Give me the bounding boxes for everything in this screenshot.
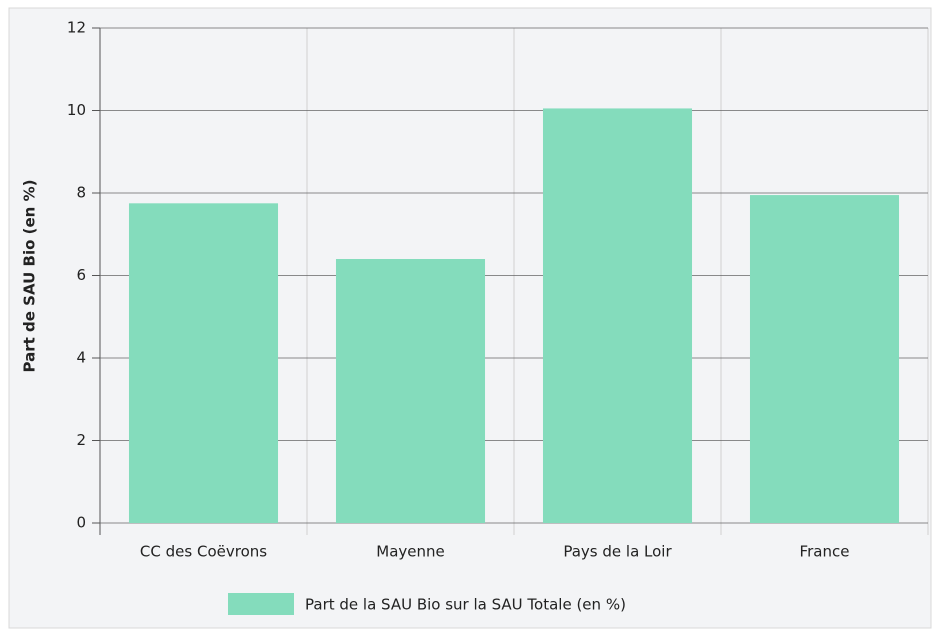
bar (542, 108, 693, 523)
y-tick-label: 8 (76, 184, 86, 202)
y-tick-label: 2 (76, 431, 86, 449)
y-tick-label: 6 (76, 266, 86, 284)
y-tick-label: 4 (76, 349, 86, 367)
bar (128, 203, 279, 523)
y-tick-label: 0 (76, 514, 86, 532)
bar (335, 259, 486, 523)
x-tick-label: France (800, 543, 850, 561)
y-axis-label: Part de SAU Bio (en %) (21, 180, 39, 373)
legend-swatch (228, 593, 294, 615)
x-tick-label: CC des Coëvrons (140, 543, 267, 561)
y-tick-label: 10 (67, 101, 86, 119)
x-tick-label: Mayenne (376, 543, 444, 561)
legend-label: Part de la SAU Bio sur la SAU Totale (en… (305, 596, 626, 614)
x-tick-label: Pays de la Loir (563, 543, 672, 561)
y-tick-label: 12 (67, 19, 86, 37)
bar (749, 195, 900, 523)
